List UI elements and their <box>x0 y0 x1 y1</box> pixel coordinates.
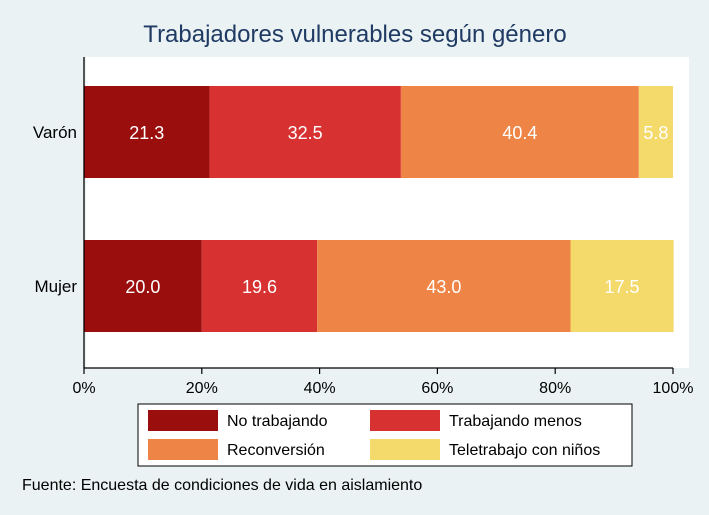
source-note: Fuente: Encuesta de condiciones de vida … <box>22 477 422 494</box>
data-label: 21.3 <box>129 123 164 143</box>
legend-label: Trabajando menos <box>449 413 582 430</box>
bars-group: 21.3 32.5 40.4 5.8 20.0 19.6 43.0 17.5 <box>84 86 674 332</box>
data-label: 19.6 <box>242 277 277 297</box>
x-tick-label: 20% <box>186 380 218 397</box>
x-tick-label: 100% <box>653 380 694 397</box>
bar-segment <box>638 86 673 178</box>
legend-label: Teletrabajo con niños <box>449 442 600 459</box>
legend: No trabajando Trabajando menos Reconversió… <box>148 410 600 460</box>
legend-swatch <box>148 439 218 460</box>
data-label: 40.4 <box>502 123 537 143</box>
data-label: 5.8 <box>643 123 668 143</box>
bar-segment <box>84 86 210 178</box>
legend-label: Reconversión <box>227 442 325 459</box>
x-ticks: 0% 20% 40% 60% 80% 100% <box>72 368 693 397</box>
bar-segment <box>84 240 202 332</box>
x-tick-label: 60% <box>421 380 453 397</box>
category-labels: Varón Mujer <box>33 123 77 296</box>
bar-segment <box>209 86 401 178</box>
data-label: 17.5 <box>605 277 640 297</box>
bar-segment <box>570 240 674 332</box>
legend-swatch <box>370 439 440 460</box>
data-label: 43.0 <box>426 277 461 297</box>
category-label: Varón <box>33 123 77 142</box>
x-tick-label: 40% <box>304 380 336 397</box>
bar-segment <box>317 240 571 332</box>
legend-swatch <box>148 410 218 431</box>
x-tick-label: 80% <box>539 380 571 397</box>
legend-label: No trabajando <box>227 413 328 430</box>
bar-segment <box>400 86 639 178</box>
legend-swatch <box>370 410 440 431</box>
bar-segment <box>201 240 318 332</box>
data-label: 20.0 <box>125 277 160 297</box>
chart-title: Trabajadores vulnerables según género <box>143 21 566 48</box>
category-label: Mujer <box>34 277 77 296</box>
data-label: 32.5 <box>288 123 323 143</box>
x-tick-label: 0% <box>72 380 95 397</box>
